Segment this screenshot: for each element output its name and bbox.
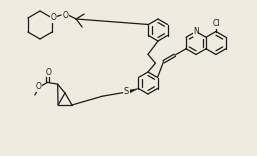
Text: O: O [35, 83, 41, 91]
Text: O: O [45, 68, 51, 77]
Polygon shape [129, 88, 139, 93]
Text: Cl: Cl [212, 19, 220, 28]
Text: O: O [50, 14, 56, 22]
Text: S: S [124, 87, 129, 96]
Text: O: O [62, 10, 68, 20]
Text: N: N [193, 27, 199, 36]
